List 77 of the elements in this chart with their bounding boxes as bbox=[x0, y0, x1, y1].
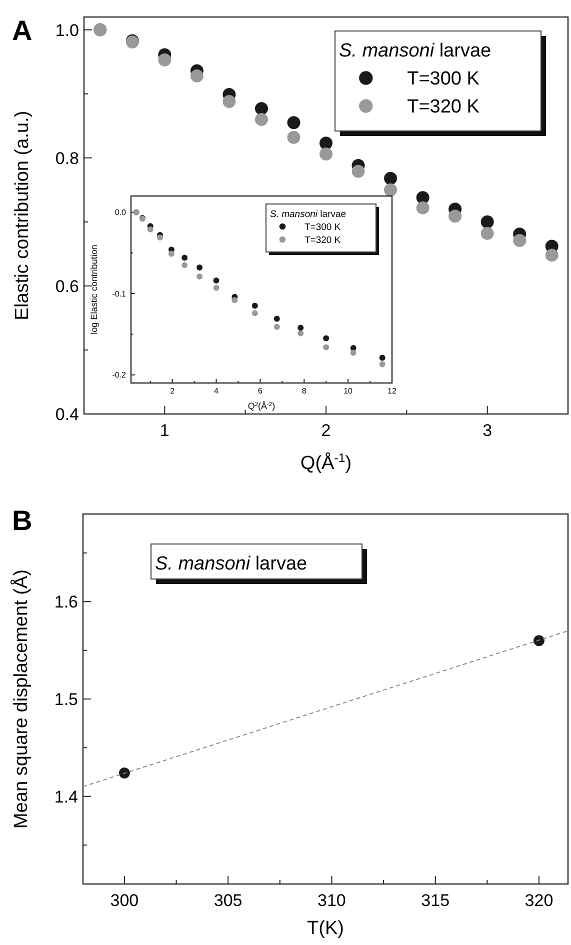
point bbox=[384, 183, 398, 196]
y-tick-label: 1.5 bbox=[54, 690, 78, 709]
x-tick-label: 8 bbox=[302, 386, 307, 396]
point bbox=[190, 69, 204, 82]
point bbox=[323, 335, 330, 342]
x-tick-label: 315 bbox=[421, 891, 450, 910]
point bbox=[252, 310, 258, 316]
x-tick-label: 1 bbox=[160, 421, 170, 440]
x-tick-label: 10 bbox=[344, 386, 354, 396]
point bbox=[323, 344, 330, 350]
x-tick-label: 4 bbox=[214, 386, 220, 396]
point bbox=[379, 361, 386, 368]
x-tick-label: 2 bbox=[170, 386, 176, 396]
y-tick-label: -0.1 bbox=[112, 289, 127, 298]
point bbox=[168, 250, 174, 257]
chart-title: B bbox=[12, 505, 32, 536]
legend-label: T=320 K bbox=[407, 96, 480, 118]
point bbox=[352, 164, 365, 178]
x-axis-title: Q(Å$^{-1}$) bbox=[300, 451, 352, 474]
point bbox=[213, 278, 220, 284]
point bbox=[274, 324, 280, 330]
point bbox=[196, 273, 203, 280]
y-tick-label: 0.0 bbox=[114, 208, 127, 218]
y-axis-title: log Elastic contribution bbox=[89, 244, 99, 334]
point bbox=[274, 316, 280, 322]
point bbox=[222, 95, 236, 108]
x-axis-title: T(K) bbox=[307, 918, 344, 939]
chart-title: A bbox=[12, 15, 32, 46]
y-tick-label: -0.2 bbox=[112, 370, 127, 380]
y-axis-title: Elastic contribution (a.u.) bbox=[12, 110, 33, 320]
point bbox=[480, 226, 494, 240]
legend-title: S. mansoni larvae bbox=[155, 554, 308, 575]
y-tick-label: 0.8 bbox=[55, 148, 79, 168]
x-tick-label: 300 bbox=[110, 891, 139, 910]
point bbox=[416, 201, 430, 214]
point bbox=[298, 324, 304, 331]
point bbox=[480, 215, 494, 228]
point bbox=[545, 248, 558, 262]
point bbox=[320, 136, 332, 150]
x-tick-label: 3 bbox=[482, 421, 492, 440]
point bbox=[213, 284, 220, 291]
point bbox=[182, 254, 188, 261]
point bbox=[298, 330, 304, 336]
legend-title: S. mansoni larvae bbox=[339, 40, 492, 62]
x-axis-title: Q$^{2}$(Å$^{-2}$) bbox=[248, 401, 276, 411]
point bbox=[147, 226, 154, 232]
point bbox=[254, 102, 268, 116]
point bbox=[287, 116, 300, 130]
legend-label: T=300 K bbox=[304, 222, 342, 233]
point bbox=[254, 112, 268, 126]
x-tick-label: 6 bbox=[258, 386, 263, 396]
legend-label: T=300 K bbox=[407, 68, 480, 90]
point bbox=[158, 53, 172, 66]
x-tick-label: 320 bbox=[524, 891, 554, 910]
point bbox=[350, 350, 356, 356]
legend-title: S. mansoni larvae bbox=[270, 208, 346, 220]
x-tick-label: 305 bbox=[214, 891, 242, 910]
point bbox=[379, 354, 386, 361]
point bbox=[513, 234, 526, 247]
y-tick-label: 1.0 bbox=[55, 20, 79, 40]
y-axis-title: Mean square displacement (Å) bbox=[10, 569, 32, 829]
legend-label: T=320 K bbox=[304, 234, 342, 246]
point bbox=[182, 262, 188, 268]
point bbox=[252, 302, 258, 309]
x-tick-label: 2 bbox=[321, 421, 331, 440]
point bbox=[232, 297, 238, 304]
y-tick-label: 0.4 bbox=[55, 404, 79, 424]
point bbox=[320, 148, 332, 161]
y-tick-label: 1.4 bbox=[54, 787, 78, 806]
y-tick-label: 1.6 bbox=[54, 592, 78, 612]
x-tick-label: 310 bbox=[318, 891, 346, 910]
point bbox=[287, 130, 300, 144]
x-tick-label: 12 bbox=[388, 386, 397, 396]
y-tick-label: 0.6 bbox=[55, 276, 79, 296]
point bbox=[448, 210, 462, 223]
point bbox=[384, 172, 398, 185]
point bbox=[196, 264, 203, 271]
